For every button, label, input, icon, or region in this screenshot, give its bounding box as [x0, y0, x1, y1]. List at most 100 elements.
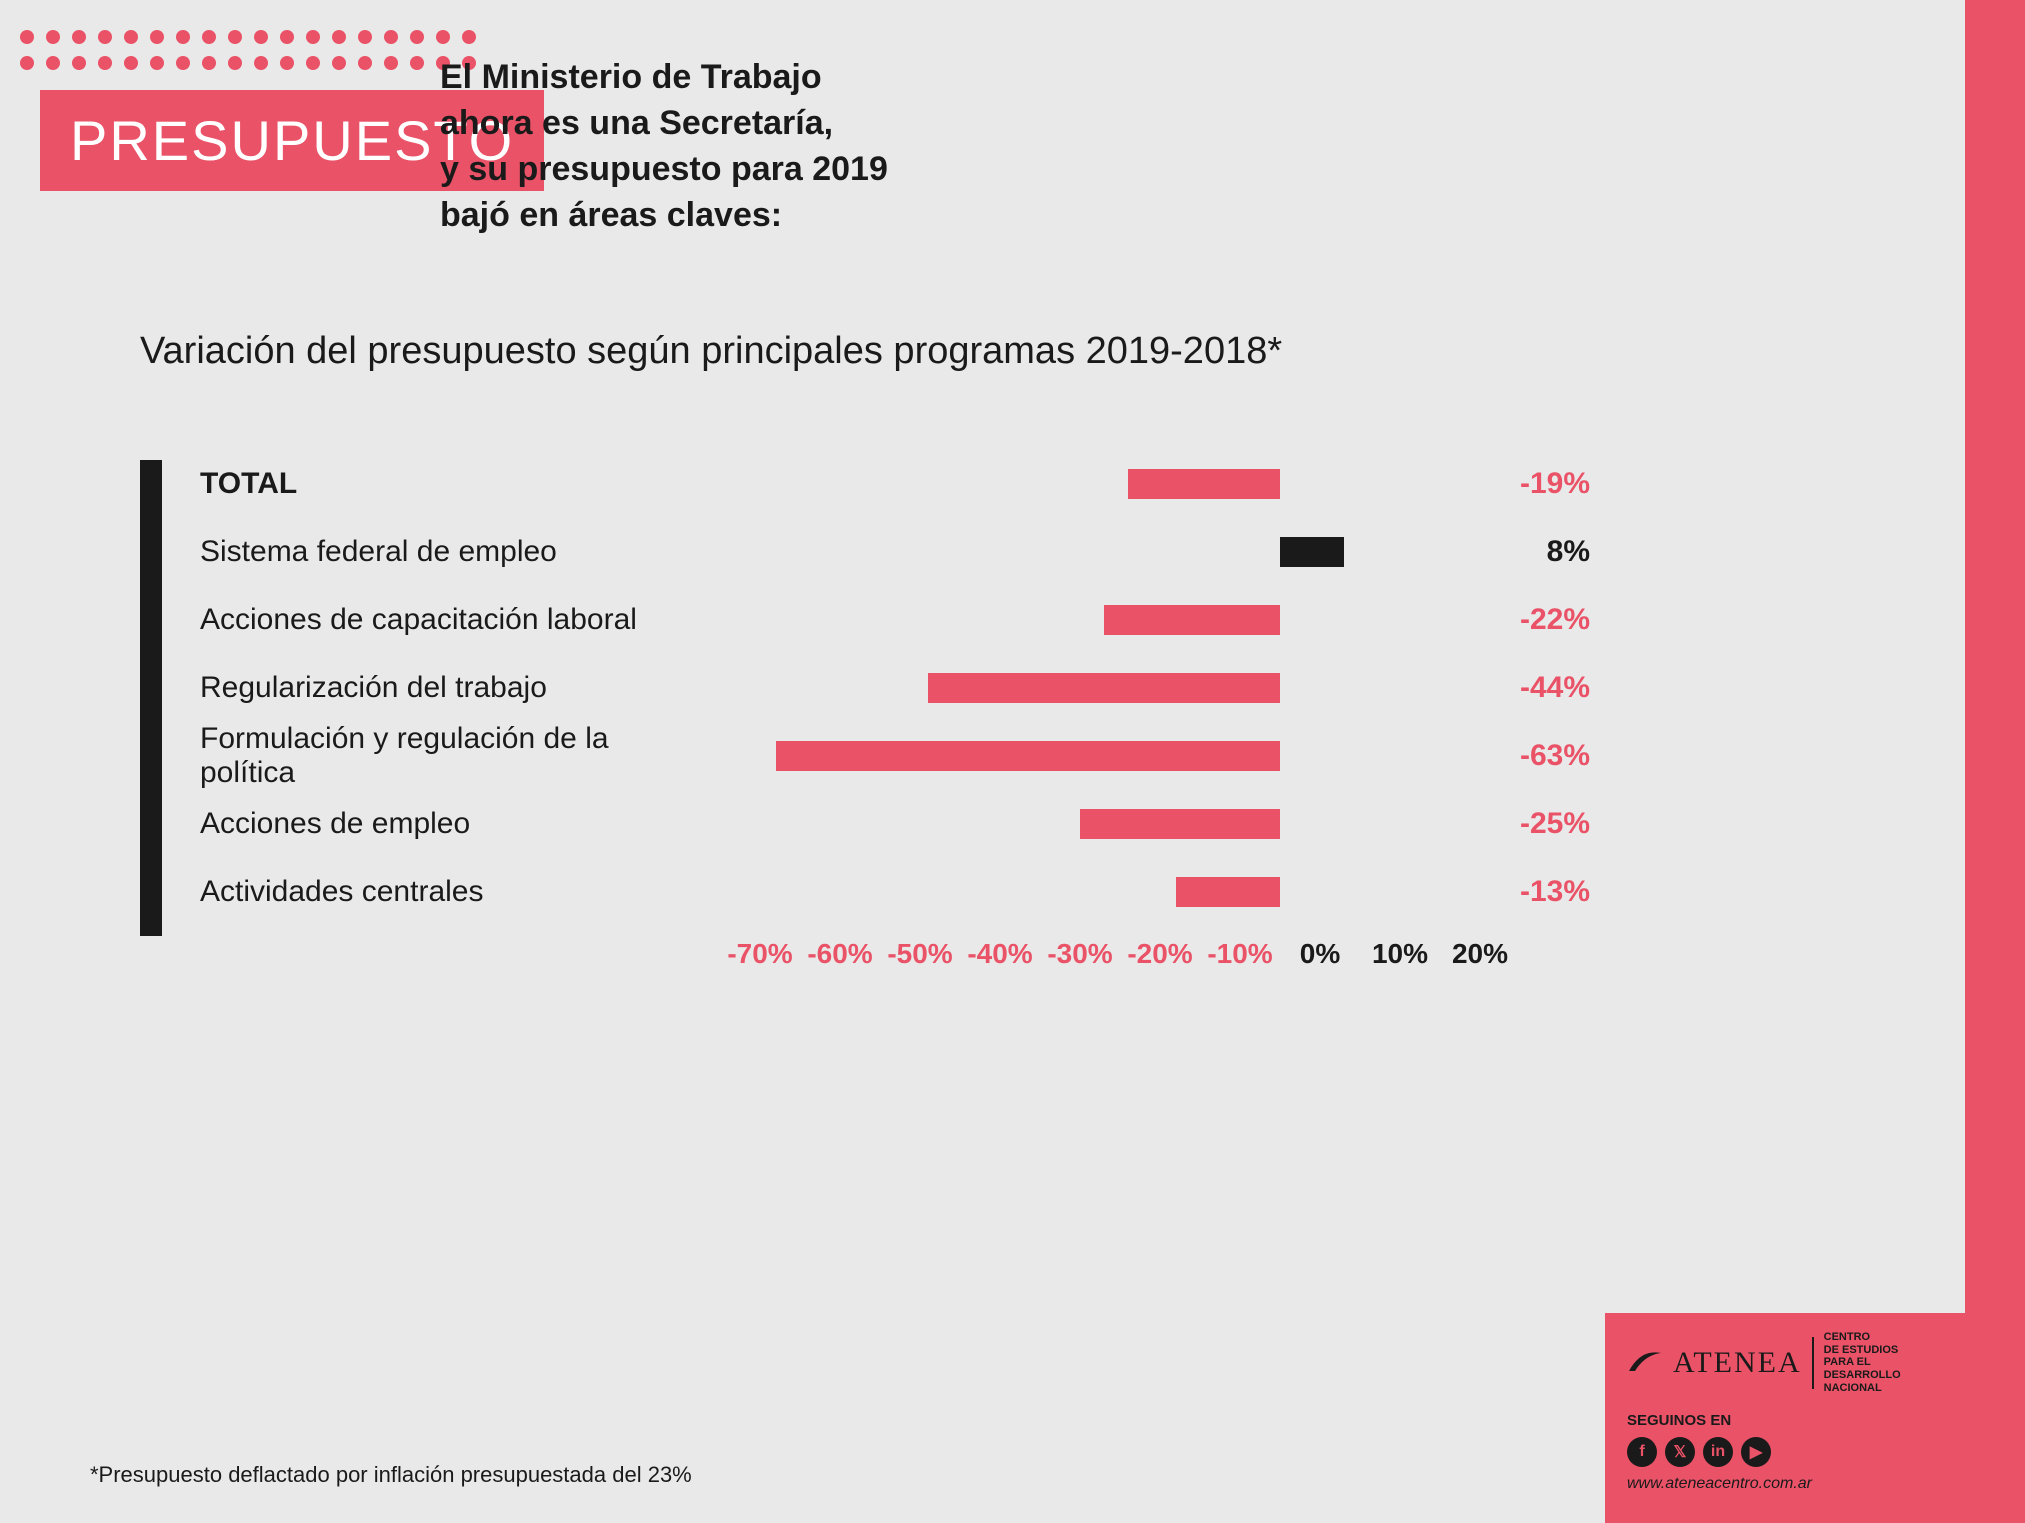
dot-icon	[46, 30, 60, 44]
dot-icon	[150, 30, 164, 44]
dot-icon	[20, 30, 34, 44]
dot-icon	[306, 30, 320, 44]
tagline-line: NACIONAL	[1824, 1382, 1901, 1395]
linkedin-icon[interactable]: in	[1703, 1437, 1733, 1467]
chart-bar	[1280, 537, 1344, 567]
axis-tick: -70%	[720, 938, 800, 970]
dot-icon	[280, 56, 294, 70]
chart-row: TOTAL-19%	[200, 450, 1640, 518]
dot-icon	[358, 56, 372, 70]
intro-line: y su presupuesto para 2019	[440, 147, 888, 193]
decorative-dots-row-1	[0, 30, 476, 44]
axis-tick: -10%	[1200, 938, 1280, 970]
chart-row-label: Formulación y regulación de la política	[200, 722, 720, 790]
chart-row-label: Acciones de capacitación laboral	[200, 603, 720, 637]
footnote: *Presupuesto deflactado por inflación pr…	[90, 1462, 692, 1488]
chart-row: Actividades centrales -13%	[200, 858, 1640, 926]
axis-tick: 10%	[1360, 938, 1440, 970]
youtube-icon[interactable]: ▶	[1741, 1437, 1771, 1467]
axis-tick: -40%	[960, 938, 1040, 970]
dot-icon	[202, 30, 216, 44]
tagline-line: DESARROLLO	[1824, 1369, 1901, 1382]
dot-icon	[98, 56, 112, 70]
footer-box: ATENEA CENTRODE ESTUDIOSPARA ELDESARROLL…	[1605, 1313, 1965, 1523]
chart-row-label: Sistema federal de empleo	[200, 535, 720, 569]
chart-value: 8%	[1440, 535, 1590, 569]
brand-url: www.ateneacentro.com.ar	[1627, 1475, 1943, 1493]
chart-row-label: Acciones de empleo	[200, 807, 720, 841]
dot-icon	[228, 56, 242, 70]
dot-icon	[254, 56, 268, 70]
chart-row-label: Actividades centrales	[200, 875, 720, 909]
dot-icon	[202, 56, 216, 70]
dot-icon	[98, 30, 112, 44]
brand-tagline: CENTRODE ESTUDIOSPARA ELDESARROLLONACION…	[1824, 1331, 1901, 1394]
chart-bar	[928, 673, 1280, 703]
chart-bar	[1104, 605, 1280, 635]
dot-icon	[332, 56, 346, 70]
chart-left-rule	[140, 460, 162, 936]
chart-row: Acciones de capacitación laboral -22%	[200, 586, 1640, 654]
dot-icon	[228, 30, 242, 44]
brand-name: ATENEA	[1673, 1346, 1802, 1380]
facebook-icon[interactable]: f	[1627, 1437, 1657, 1467]
chart-value: -22%	[1440, 603, 1590, 637]
dot-icon	[358, 30, 372, 44]
dot-icon	[254, 30, 268, 44]
intro-line: El Ministerio de Trabajo	[440, 55, 888, 101]
chart-row: Sistema federal de empleo 8%	[200, 518, 1640, 586]
dot-icon	[410, 56, 424, 70]
chart-plot-cell	[720, 450, 1440, 518]
axis-tick: -50%	[880, 938, 960, 970]
axis-tick: -20%	[1120, 938, 1200, 970]
tagline-line: CENTRO	[1824, 1331, 1901, 1344]
dot-icon	[72, 30, 86, 44]
chart-plot-cell	[720, 858, 1440, 926]
chart-title: Variación del presupuesto según principa…	[140, 330, 1282, 373]
tagline-line: PARA EL	[1824, 1356, 1901, 1369]
dot-icon	[150, 56, 164, 70]
chart-x-axis: -70%-60%-50%-40%-30%-20%-10%0%10%20%	[720, 938, 1640, 970]
chart-value: -63%	[1440, 739, 1590, 773]
dot-icon	[410, 30, 424, 44]
chart-plot-cell	[720, 518, 1440, 586]
dot-icon	[384, 56, 398, 70]
dot-icon	[332, 30, 346, 44]
chart-bar	[776, 741, 1280, 771]
chart-row: Formulación y regulación de la política -…	[200, 722, 1640, 790]
dot-icon	[306, 56, 320, 70]
intro-line: ahora es una Secretaría,	[440, 101, 888, 147]
dot-icon	[176, 56, 190, 70]
chart-plot-cell	[720, 586, 1440, 654]
dot-icon	[462, 30, 476, 44]
chart-value: -13%	[1440, 875, 1590, 909]
dot-icon	[280, 30, 294, 44]
axis-tick: 20%	[1440, 938, 1520, 970]
logo-swoosh-icon	[1627, 1347, 1663, 1378]
chart-bar	[1080, 809, 1280, 839]
chart-bar	[1128, 469, 1280, 499]
dot-icon	[124, 30, 138, 44]
chart-rows: TOTAL-19% Sistema federal de empleo 8% Acci…	[200, 450, 1640, 926]
follow-label: SEGUINOS EN	[1627, 1412, 1943, 1429]
axis-tick: -60%	[800, 938, 880, 970]
intro-text: El Ministerio de Trabajoahora es una Sec…	[440, 55, 888, 239]
chart-row: Regularización del trabajo-44%	[200, 654, 1640, 722]
right-accent-stripe	[1965, 0, 2025, 1523]
logo-row: ATENEA CENTRODE ESTUDIOSPARA ELDESARROLL…	[1627, 1331, 1943, 1394]
intro-line: bajó en áreas claves:	[440, 193, 888, 239]
chart-value: -25%	[1440, 807, 1590, 841]
dot-icon	[384, 30, 398, 44]
chart-plot-cell	[720, 722, 1440, 790]
dot-icon	[124, 56, 138, 70]
chart-container: TOTAL-19% Sistema federal de empleo 8% Acci…	[140, 450, 1640, 970]
dot-icon	[176, 30, 190, 44]
chart-bar	[1176, 877, 1280, 907]
chart-row: Acciones de empleo -25%	[200, 790, 1640, 858]
chart-plot-cell	[720, 654, 1440, 722]
social-icons: f𝕏in ▶	[1627, 1437, 1943, 1467]
chart-row-label: TOTAL	[200, 467, 720, 501]
twitter-icon[interactable]: 𝕏	[1665, 1437, 1695, 1467]
dot-icon	[46, 56, 60, 70]
dot-icon	[20, 56, 34, 70]
